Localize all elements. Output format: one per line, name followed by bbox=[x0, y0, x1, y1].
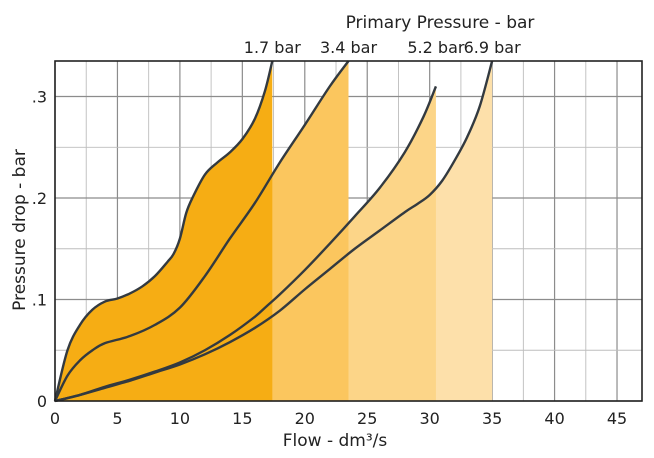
y-tick-label: .3 bbox=[32, 88, 47, 107]
x-tick-label: 30 bbox=[420, 409, 440, 428]
series-areas bbox=[55, 61, 493, 402]
series-label: 5.2 bar bbox=[407, 38, 464, 57]
series-line bbox=[54, 60, 494, 403]
x-tick-label: 0 bbox=[50, 409, 60, 428]
x-tick-label: 15 bbox=[232, 409, 252, 428]
y-tick-label: .1 bbox=[32, 291, 47, 310]
x-tick-label: 45 bbox=[607, 409, 627, 428]
y-tick-label: .2 bbox=[32, 189, 47, 208]
x-tick-label: 10 bbox=[170, 409, 190, 428]
series-area bbox=[55, 61, 273, 401]
tick-labels: 0 5 10 15 20 25 30 35 40 45 0 .1 .2 .3 bbox=[32, 88, 627, 428]
series-line bbox=[53, 60, 274, 402]
chart-title: Primary Pressure - bar bbox=[346, 13, 535, 33]
series-line bbox=[53, 60, 350, 402]
plot-frame bbox=[54, 60, 643, 402]
series-lines bbox=[53, 60, 494, 403]
series-area bbox=[55, 61, 349, 401]
series-label: 6.9 bar bbox=[464, 38, 521, 57]
series-labels: 1.7 bar 3.4 bar 5.2 bar 6.9 bar bbox=[244, 38, 521, 57]
x-tick-label: 25 bbox=[357, 409, 377, 428]
series-label: 1.7 bar bbox=[244, 38, 301, 57]
x-axis-label: Flow - dm³/s bbox=[283, 431, 388, 451]
x-tick-label: 40 bbox=[544, 409, 564, 428]
y-axis-label: Pressure drop - bar bbox=[10, 149, 30, 311]
x-tick-label: 20 bbox=[295, 409, 315, 428]
y-tick-label: 0 bbox=[37, 392, 47, 411]
x-tick-label: 5 bbox=[112, 409, 122, 428]
series-label: 3.4 bar bbox=[320, 38, 377, 57]
x-tick-label: 35 bbox=[482, 409, 502, 428]
